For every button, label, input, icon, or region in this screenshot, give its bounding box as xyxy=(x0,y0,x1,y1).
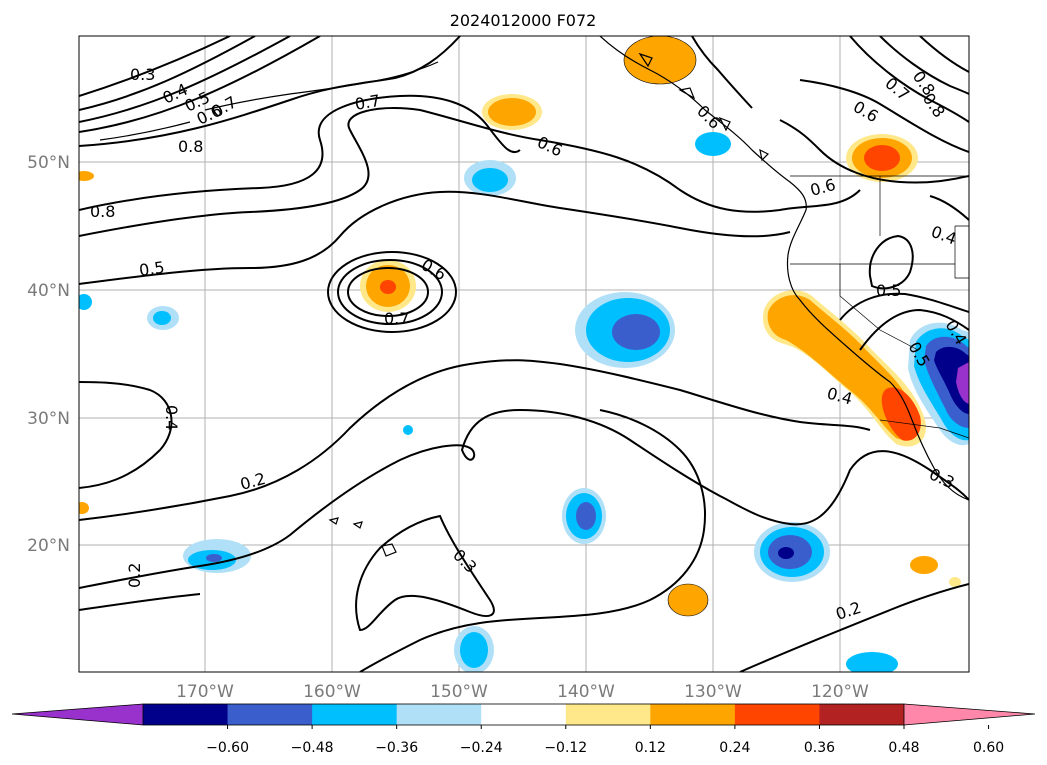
political-borders xyxy=(790,175,969,439)
colorbar-left-arrow xyxy=(12,704,143,725)
cool-anomaly xyxy=(846,652,898,672)
colorbar-segment xyxy=(650,704,736,725)
contour-label: 0.8 xyxy=(90,202,115,221)
lat-label: 30°N xyxy=(27,409,70,429)
cool-anomaly xyxy=(612,314,660,350)
lon-label: 120°W xyxy=(811,682,869,702)
cool-anomaly xyxy=(153,311,171,325)
contour-label: 0.8 xyxy=(178,137,203,156)
contour-label: 0.5 xyxy=(138,258,166,280)
warm-anomaly xyxy=(623,36,697,85)
colorbar-segment xyxy=(819,704,905,725)
warm-anomaly xyxy=(79,502,89,514)
colorbar-segment xyxy=(143,704,229,725)
cool-anomaly xyxy=(695,132,731,156)
colorbar-tick-label: 0.12 xyxy=(635,740,666,756)
colorbar-segment xyxy=(312,704,398,725)
warm-anomaly xyxy=(910,556,938,574)
colorbar-arrow-outline xyxy=(903,703,1036,726)
map-title: 2024012000 F072 xyxy=(450,11,597,30)
cool-anomaly xyxy=(403,425,413,435)
longitude-labels: 170°W 160°W 150°W 140°W 130°W 120°W xyxy=(176,682,869,702)
contour-label: 0.4 xyxy=(162,405,181,430)
colorbar-tick-label: −0.12 xyxy=(544,740,587,756)
warm-anomaly xyxy=(949,577,961,587)
colorbar-ticks: −0.60 −0.48 −0.36 −0.24 −0.12 0.12 0.24 0.36 0.4… xyxy=(206,725,1004,756)
colorbar-tick-label: −0.60 xyxy=(206,740,249,756)
colorbar-segment xyxy=(227,704,313,725)
contour-lines xyxy=(79,36,969,672)
colorbar-segment xyxy=(396,704,482,725)
colorbar-segment xyxy=(565,704,651,725)
lon-label: 150°W xyxy=(430,682,488,702)
lon-label: 140°W xyxy=(557,682,615,702)
colorbar-segment xyxy=(481,704,567,725)
cool-anomaly xyxy=(778,547,794,559)
warm-anomaly xyxy=(380,280,396,294)
warm-anomaly xyxy=(667,583,709,617)
colorbar-tick-label: 0.24 xyxy=(719,740,750,756)
cool-anomaly xyxy=(206,554,222,562)
cool-anomaly xyxy=(472,168,508,192)
cool-anomaly xyxy=(79,294,92,310)
anomaly-shading xyxy=(79,36,969,672)
colorbar-arrow-outline xyxy=(11,703,144,726)
colorbar-tick-label: 0.48 xyxy=(888,740,919,756)
lon-label: 160°W xyxy=(303,682,361,702)
colorbar-outline xyxy=(142,703,905,726)
colorbar-tick-label: −0.48 xyxy=(291,740,334,756)
lat-label: 20°N xyxy=(27,536,70,556)
cool-anomaly xyxy=(934,346,969,414)
lat-label: 50°N xyxy=(27,153,70,173)
contour-label: 0.7 xyxy=(353,91,381,114)
lon-label: 170°W xyxy=(176,682,234,702)
cool-anomaly xyxy=(956,362,969,404)
colorbar-tick-label: −0.24 xyxy=(460,740,503,756)
map-panel: 0.3 0.4 0.5 0.6 0.7 0.8 0.8 0.7 0.6 0.8 … xyxy=(78,35,970,673)
contour-label: 0.3 xyxy=(130,65,155,84)
colorbar-tick-label: 0.36 xyxy=(804,740,835,756)
warm-anomaly xyxy=(767,295,919,440)
warm-anomaly xyxy=(488,98,536,126)
colorbar-segment xyxy=(734,704,820,725)
closed-contours xyxy=(327,251,457,333)
warm-anomaly xyxy=(881,387,921,441)
cool-anomaly xyxy=(460,632,488,668)
contour-label: 0.5 xyxy=(876,281,901,300)
cool-anomaly xyxy=(576,502,596,530)
colorbar-tick-label: 0.60 xyxy=(973,740,1004,756)
contour-label: 0.7 xyxy=(384,309,409,328)
contour-label: 0.2 xyxy=(125,563,144,588)
warm-anomaly xyxy=(79,171,94,181)
lat-label: 40°N xyxy=(27,281,70,301)
lon-label: 130°W xyxy=(684,682,742,702)
colorbar-tick-label: −0.36 xyxy=(375,740,418,756)
colorbar-segments xyxy=(143,704,905,725)
colorbar: −0.60 −0.48 −0.36 −0.24 −0.12 0.12 0.24 0.36 0.4… xyxy=(11,703,1036,756)
latitude-labels: 50°N 40°N 30°N 20°N xyxy=(27,153,70,556)
warm-anomaly xyxy=(864,145,900,171)
colorbar-right-arrow xyxy=(904,704,1035,725)
